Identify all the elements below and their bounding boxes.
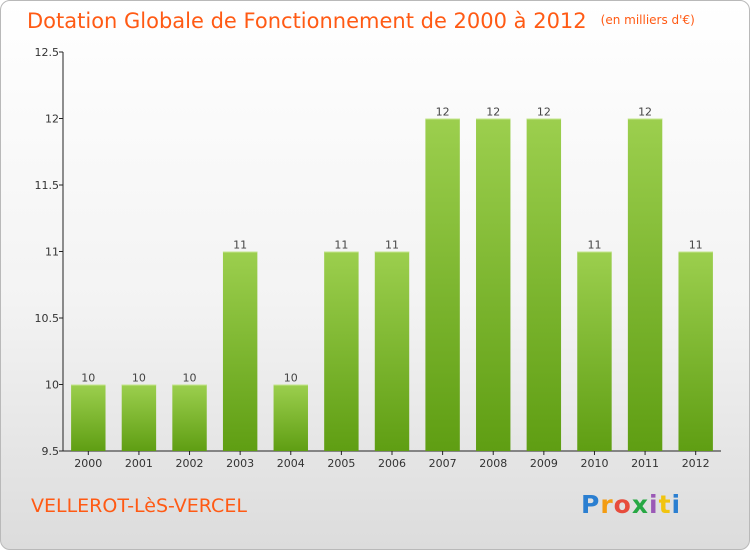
x-tick-label: 2010 <box>580 457 608 470</box>
bar-value-label: 11 <box>587 239 601 252</box>
x-tick-label: 2007 <box>429 457 457 470</box>
x-tick-label: 2001 <box>125 457 153 470</box>
title-unit: (en milliers d'€) <box>600 13 695 27</box>
y-tick-label: 11 <box>45 246 59 259</box>
y-tick-label: 11.5 <box>35 179 60 192</box>
x-tick-label: 2003 <box>226 457 254 470</box>
bar-value-label: 12 <box>486 106 500 119</box>
y-tick-label: 12.5 <box>35 46 60 59</box>
bar <box>627 118 663 451</box>
bar <box>324 251 359 451</box>
bar <box>121 384 157 451</box>
bar <box>222 251 258 451</box>
commune-name: VELLEROT-LèS-VERCEL <box>31 495 247 517</box>
logo-letter: r <box>600 490 614 519</box>
bar-value-label: 10 <box>183 372 197 385</box>
bar-value-label: 12 <box>436 106 450 119</box>
y-tick-label: 10.5 <box>35 312 60 325</box>
bar <box>71 384 106 451</box>
bar <box>273 384 308 451</box>
labels: 10 2000 10 2001 10 2002 11 2003 10 2004 11 2005 11 20… <box>74 106 709 471</box>
x-tick-label: 2004 <box>277 457 305 470</box>
bars <box>71 118 713 451</box>
logo-letter: P <box>581 490 601 519</box>
bar-value-label: 11 <box>233 239 247 252</box>
x-tick-label: 2006 <box>378 457 406 470</box>
bar <box>172 384 207 451</box>
bar <box>526 118 562 451</box>
bar-value-label: 12 <box>638 106 652 119</box>
bar-value-label: 11 <box>689 239 703 252</box>
bar <box>425 118 460 451</box>
x-tick-label: 2012 <box>682 457 710 470</box>
logo-letter: t <box>658 490 672 519</box>
title-text: Dotation Globale de Fonctionnement de 20… <box>27 9 587 33</box>
chart-title: Dotation Globale de Fonctionnement de 20… <box>27 9 695 33</box>
bar-value-label: 11 <box>334 239 348 252</box>
bar <box>577 251 612 451</box>
bar <box>678 251 713 451</box>
x-tick-label: 2002 <box>176 457 204 470</box>
x-tick-label: 2008 <box>479 457 507 470</box>
y-tick-label: 10 <box>45 379 59 392</box>
y-tick-label: 9.5 <box>42 445 60 458</box>
logo-letter: i <box>649 490 659 519</box>
bar-value-label: 10 <box>284 372 298 385</box>
bar-value-label: 12 <box>537 106 551 119</box>
bar-value-label: 10 <box>81 372 95 385</box>
proxiti-logo: Proxiti <box>581 490 681 519</box>
bar <box>374 251 410 451</box>
x-tick-label: 2005 <box>327 457 355 470</box>
bar <box>476 118 511 451</box>
y-tick-label: 12 <box>45 113 59 126</box>
x-tick-label: 2000 <box>74 457 102 470</box>
logo-letter: x <box>631 490 649 519</box>
bar-value-label: 11 <box>385 239 399 252</box>
logo-letter: o <box>613 490 632 519</box>
x-tick-label: 2009 <box>530 457 558 470</box>
x-tick-label: 2011 <box>631 457 659 470</box>
logo-letter: i <box>671 490 682 519</box>
bar-value-label: 10 <box>132 372 146 385</box>
